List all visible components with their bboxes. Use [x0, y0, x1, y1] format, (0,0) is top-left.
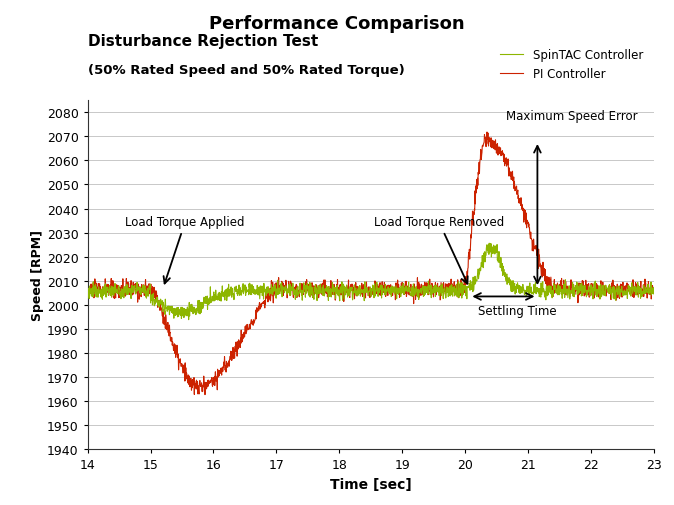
PI Controller: [116, 285, 124, 291]
PI Controller: [650, 289, 658, 295]
SpinTAC Controller: [485, 241, 493, 247]
Text: Settling Time: Settling Time: [478, 305, 556, 318]
X-axis label: Time [sec]: Time [sec]: [330, 477, 412, 491]
PI Controller: [205, 381, 213, 387]
Text: Load Torque Removed: Load Torque Removed: [374, 216, 504, 284]
SpinTAC Controller: [315, 291, 323, 297]
SpinTAC Controller: [470, 277, 479, 283]
Y-axis label: Speed [RPM]: Speed [RPM]: [31, 230, 44, 321]
Line: SpinTAC Controller: SpinTAC Controller: [88, 244, 654, 320]
PI Controller: [84, 281, 92, 287]
PI Controller: [470, 207, 479, 213]
SpinTAC Controller: [296, 284, 304, 290]
SpinTAC Controller: [205, 302, 213, 308]
Text: Maximum Speed Error: Maximum Speed Error: [506, 110, 638, 123]
Text: Performance Comparison: Performance Comparison: [209, 15, 465, 33]
Legend: SpinTAC Controller, PI Controller: SpinTAC Controller, PI Controller: [495, 44, 648, 85]
Text: Disturbance Rejection Test: Disturbance Rejection Test: [88, 34, 318, 49]
PI Controller: [483, 130, 491, 136]
Text: Load Torque Applied: Load Torque Applied: [125, 216, 245, 284]
PI Controller: [201, 392, 209, 398]
Text: (50% Rated Speed and 50% Rated Torque): (50% Rated Speed and 50% Rated Torque): [88, 64, 404, 77]
PI Controller: [317, 286, 326, 292]
SpinTAC Controller: [116, 293, 124, 299]
SpinTAC Controller: [317, 290, 326, 296]
SpinTAC Controller: [185, 317, 193, 323]
PI Controller: [315, 292, 323, 298]
SpinTAC Controller: [84, 294, 92, 300]
Line: PI Controller: PI Controller: [88, 133, 654, 395]
SpinTAC Controller: [650, 291, 658, 297]
PI Controller: [296, 287, 304, 293]
